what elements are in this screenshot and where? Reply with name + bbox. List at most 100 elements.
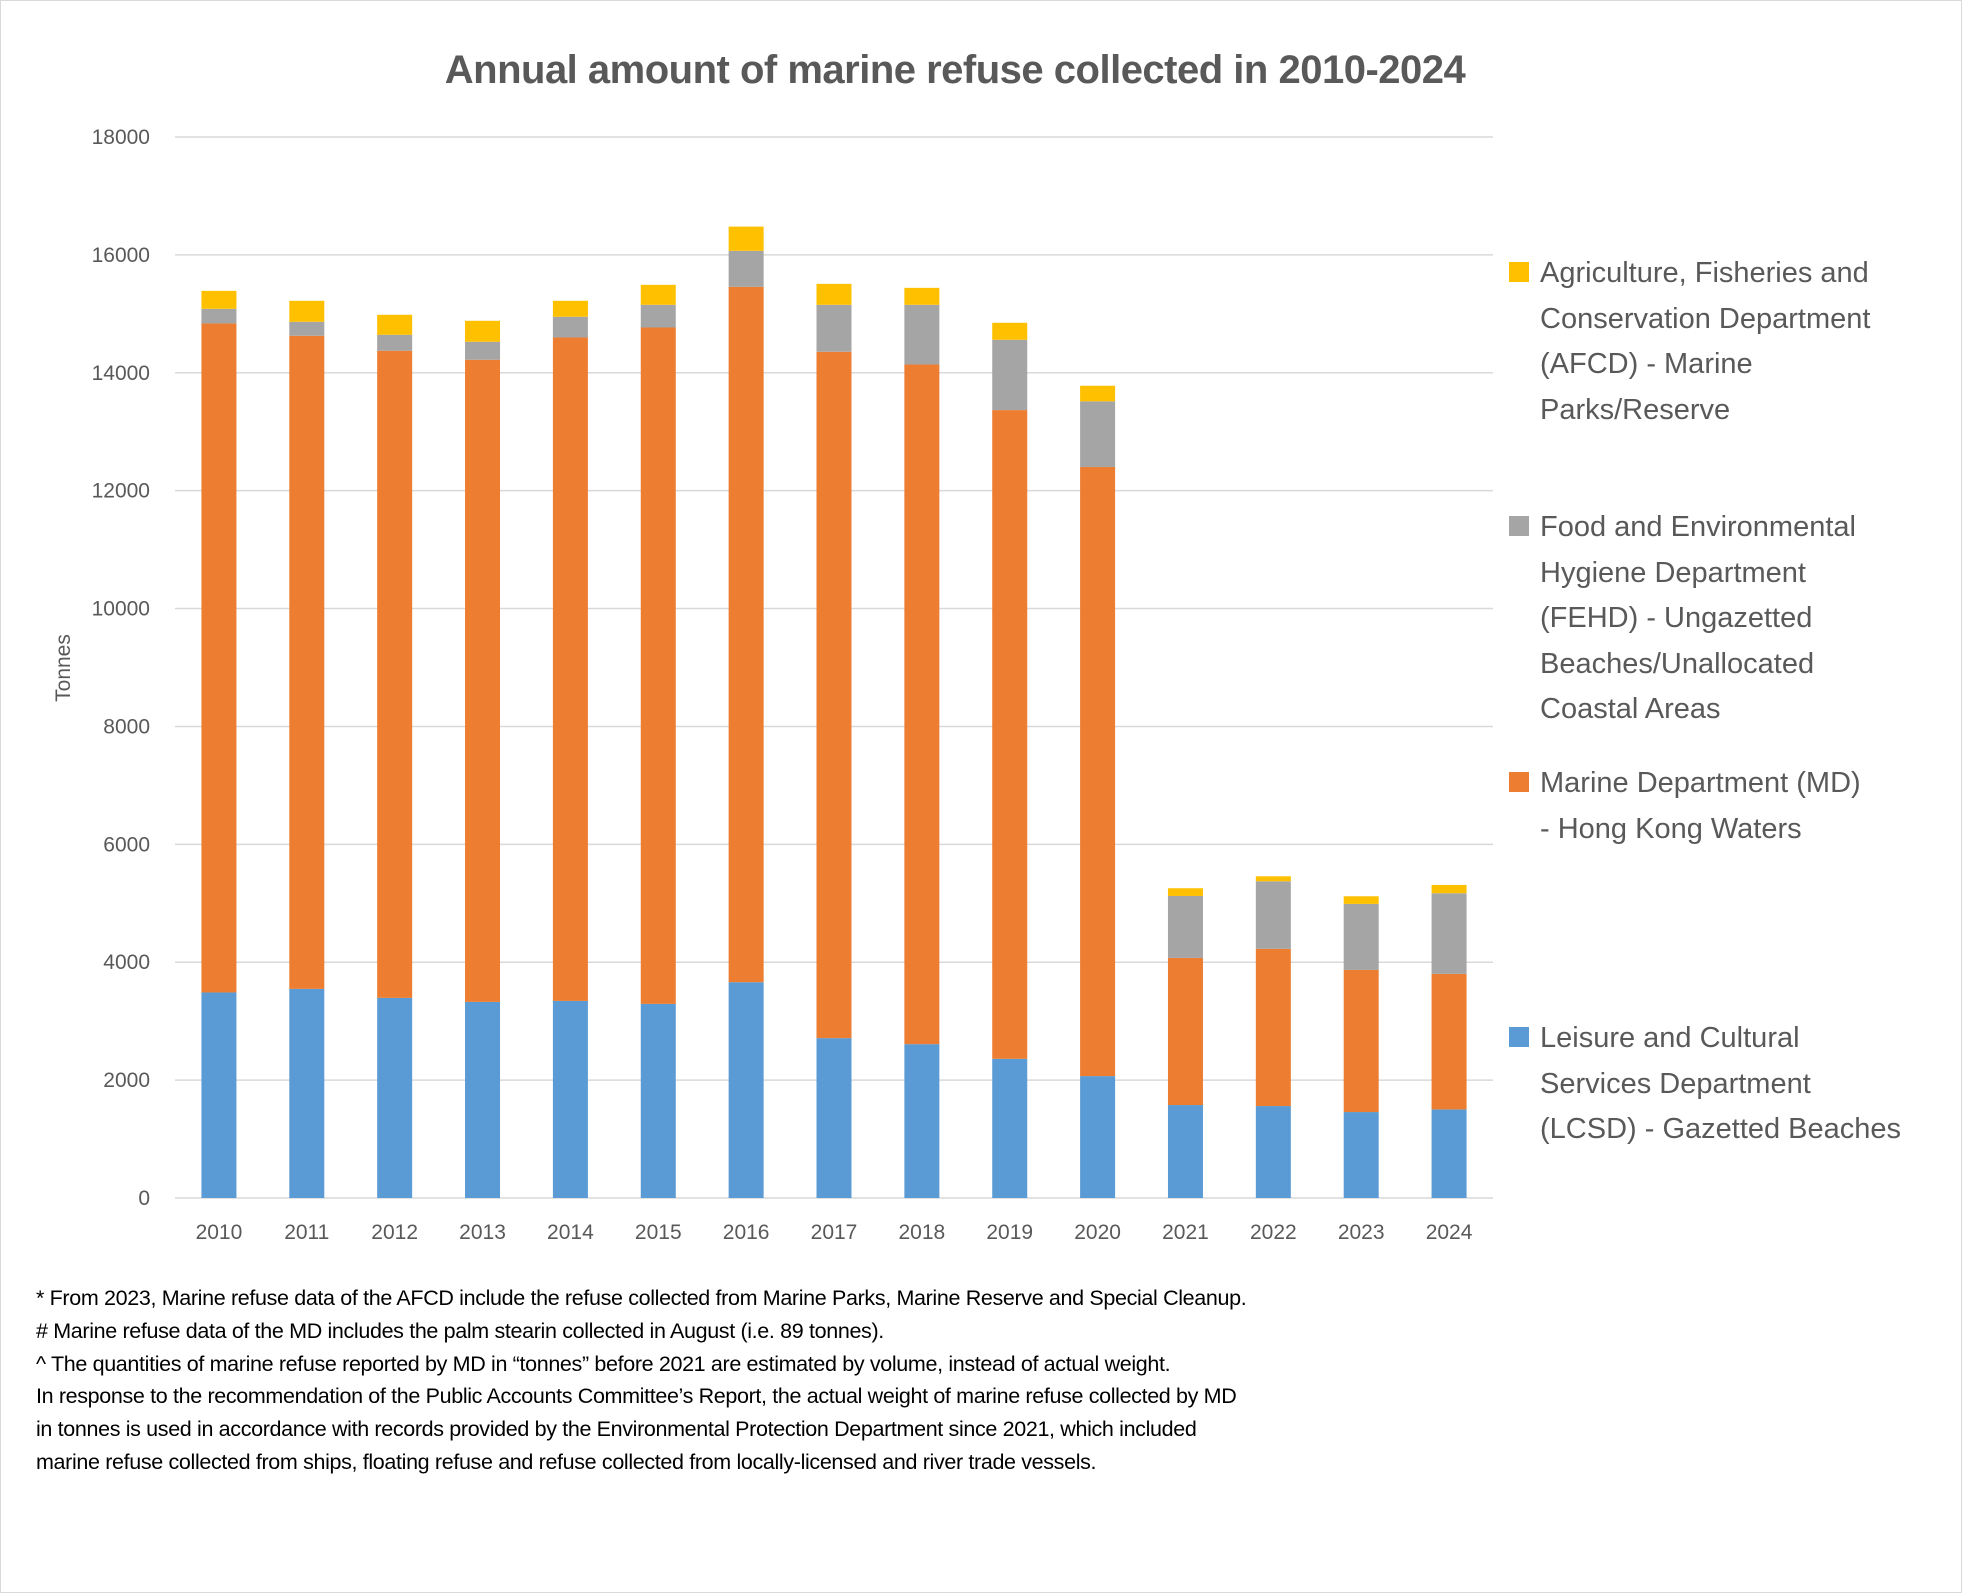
bar-fehd-2020 [1080, 401, 1116, 467]
bar-afcd-2013 [465, 320, 501, 342]
bar-afcd-2018 [904, 287, 940, 305]
bar-lcsd-2016 [728, 982, 764, 1198]
footnote-line: # Marine refuse data of the MD includes … [36, 1318, 884, 1343]
legend-label-line: Marine Department (MD) [1540, 767, 1861, 799]
bar-afcd-2016 [728, 226, 764, 251]
legend-label-line: - Hong Kong Waters [1540, 812, 1802, 845]
y-axis-label: Tonnes [52, 634, 75, 702]
x-tick-label: 2019 [986, 1221, 1033, 1244]
y-tick-label: 10000 [92, 598, 150, 621]
bar-md-2011 [289, 335, 325, 989]
legend-label: Leisure and Cultural Services Department (… [1540, 1016, 1950, 1153]
bar-fehd-2015 [640, 304, 676, 328]
bar-afcd-2015 [640, 284, 676, 305]
bar-md-2015 [640, 327, 676, 1004]
legend-label-line: Hygiene Department [1540, 556, 1806, 589]
x-tick-label: 2014 [547, 1221, 594, 1244]
x-axis-ticks: 2010 2011 2012 2013 2014 2015 2016 2017 2018 2019… [196, 1221, 1473, 1244]
legend-swatch-icon [1509, 516, 1529, 536]
bar-md-2023 [1343, 969, 1379, 1113]
legend-label-line: Agriculture, Fisheries and [1540, 257, 1869, 289]
bar-md-2020 [1080, 466, 1116, 1077]
bar-lcsd-2017 [816, 1038, 852, 1198]
legend-label-line: Parks/Reserve [1540, 393, 1731, 426]
footnotes: * From 2023, Marine refuse data of the A… [36, 1282, 1536, 1479]
y-tick-label: 8000 [103, 715, 150, 738]
bar-lcsd-2015 [640, 1003, 676, 1198]
bar-fehd-2023 [1343, 903, 1379, 970]
x-tick-label: 2015 [635, 1221, 682, 1244]
y-tick-label: 12000 [92, 480, 150, 503]
legend-label-line: (FEHD) - Ungazetted [1540, 602, 1813, 634]
bar-afcd-2012 [377, 314, 413, 335]
bar-lcsd-2021 [1167, 1105, 1203, 1198]
bar-fehd-2022 [1255, 881, 1291, 949]
legend-label-line: Coastal Areas [1540, 693, 1721, 725]
bar-fehd-2011 [289, 321, 325, 336]
bar-fehd-2014 [552, 316, 588, 338]
footnote-line: In response to the recommendation of the… [36, 1384, 1237, 1409]
bar-lcsd-2011 [289, 988, 325, 1198]
x-tick-label: 2024 [1426, 1221, 1473, 1244]
bar-lcsd-2019 [992, 1058, 1028, 1198]
x-tick-label: 2013 [459, 1221, 506, 1244]
bar-fehd-2017 [816, 304, 852, 352]
x-tick-label: 2017 [811, 1221, 858, 1244]
bar-md-2014 [552, 337, 588, 1001]
bar-md-2017 [816, 351, 852, 1039]
chart-title: Annual amount of marine refuse collected… [444, 48, 1466, 92]
bar-fehd-2016 [728, 250, 764, 287]
bar-fehd-2019 [992, 339, 1028, 411]
legend-swatch-icon [1509, 772, 1529, 792]
x-tick-label: 2022 [1250, 1221, 1297, 1244]
bar-md-2010 [201, 323, 237, 993]
legend-label-line: (AFCD) - Marine [1540, 348, 1753, 380]
bar-md-2024 [1431, 973, 1467, 1110]
bar-md-2022 [1255, 948, 1291, 1107]
bar-afcd-2024 [1431, 884, 1467, 894]
bar-lcsd-2022 [1255, 1106, 1291, 1198]
bar-lcsd-2010 [201, 992, 237, 1198]
bar-lcsd-2013 [465, 1001, 501, 1198]
bar-lcsd-2020 [1080, 1076, 1116, 1198]
bar-fehd-2012 [377, 334, 413, 351]
bar-afcd-2019 [992, 322, 1028, 340]
legend-label: Food and Environmental Hygiene Department… [1540, 505, 1950, 733]
bar-afcd-2023 [1343, 896, 1379, 904]
bar-lcsd-2012 [377, 997, 413, 1198]
footnote-line: in tonnes is used in accordance with rec… [36, 1417, 1197, 1442]
bar-afcd-2021 [1167, 888, 1203, 896]
bar-lcsd-2018 [904, 1044, 940, 1198]
bar-md-2019 [992, 410, 1028, 1059]
x-tick-label: 2010 [196, 1221, 243, 1244]
y-axis-ticks: 0 2000 4000 6000 8000 10000 12000 14000 16000 180… [92, 126, 150, 1210]
bar-fehd-2024 [1431, 893, 1467, 974]
y-tick-label: 14000 [92, 362, 150, 385]
legend-label-line: (LCSD) - Gazetted Beaches [1540, 1113, 1902, 1145]
bar-fehd-2018 [904, 304, 940, 365]
x-tick-label: 2011 [284, 1221, 329, 1244]
x-tick-label: 2018 [899, 1221, 946, 1244]
legend-label: Agriculture, Fisheries and Conservation D… [1540, 251, 1950, 433]
x-tick-label: 2023 [1338, 1221, 1385, 1244]
y-tick-label: 16000 [92, 244, 150, 267]
y-tick-label: 4000 [103, 951, 150, 974]
legend-label-line: Services Department [1540, 1067, 1811, 1100]
x-tick-label: 2020 [1074, 1221, 1121, 1244]
bar-afcd-2010 [201, 290, 237, 309]
y-tick-label: 2000 [103, 1069, 150, 1092]
legend-label-line: Beaches/Unallocated [1540, 647, 1815, 680]
legend-label: Marine Department (MD) - Hong Kong Waters [1540, 761, 1950, 852]
bar-lcsd-2014 [552, 1000, 588, 1198]
bar-md-2012 [377, 350, 413, 998]
bar-fehd-2010 [201, 308, 237, 324]
bar-fehd-2021 [1167, 895, 1203, 958]
legend-swatch-icon [1509, 1027, 1529, 1047]
y-tick-label: 18000 [92, 126, 150, 149]
x-tick-label: 2012 [371, 1221, 418, 1244]
x-tick-label: 2021 [1162, 1221, 1209, 1244]
y-tick-label: 0 [138, 1187, 150, 1210]
bar-md-2013 [465, 359, 501, 1002]
bar-lcsd-2024 [1431, 1109, 1467, 1198]
